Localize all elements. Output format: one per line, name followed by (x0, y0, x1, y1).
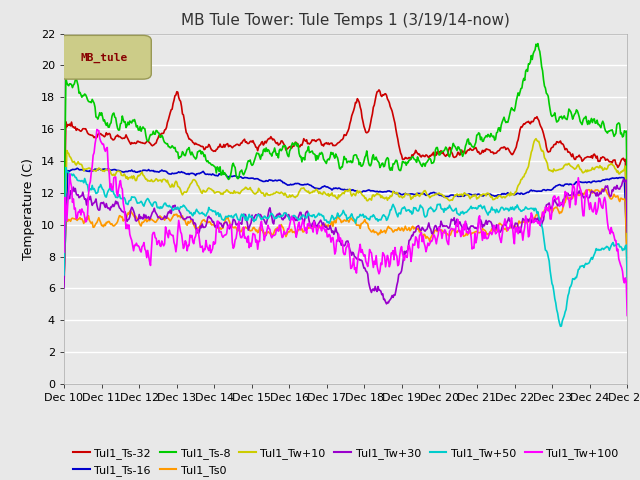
FancyBboxPatch shape (58, 36, 151, 79)
Title: MB Tule Tower: Tule Temps 1 (3/19/14-now): MB Tule Tower: Tule Temps 1 (3/19/14-now… (181, 13, 510, 28)
Legend: Tul1_Ts-32, Tul1_Ts-16, Tul1_Ts-8, Tul1_Ts0, Tul1_Tw+10, Tul1_Tw+30, Tul1_Tw+50,: Tul1_Ts-32, Tul1_Ts-16, Tul1_Ts-8, Tul1_… (68, 444, 623, 480)
Y-axis label: Temperature (C): Temperature (C) (22, 158, 35, 260)
Text: MB_tule: MB_tule (81, 52, 128, 62)
